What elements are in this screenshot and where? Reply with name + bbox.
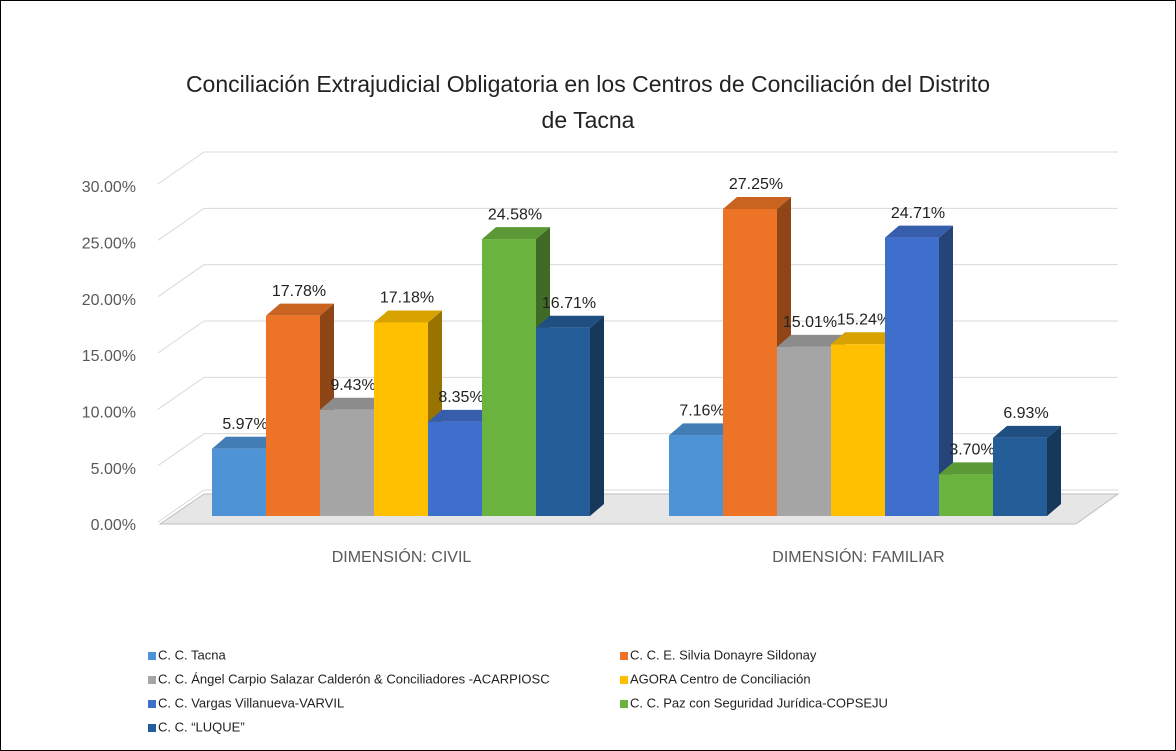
bar-top xyxy=(482,227,550,240)
legend-swatch xyxy=(148,676,156,684)
bar xyxy=(669,435,723,516)
y-tick-label: 5.00% xyxy=(91,461,136,478)
data-label: 3.70% xyxy=(949,442,994,459)
data-label: 17.78% xyxy=(272,283,326,300)
x-tick-label: DIMENSIÓN: FAMILIAR xyxy=(772,547,944,566)
data-label: 24.58% xyxy=(488,206,542,223)
legend-swatch xyxy=(620,700,628,708)
grid-line xyxy=(157,264,1118,298)
bar-side xyxy=(939,225,953,517)
y-tick-label: 15.00% xyxy=(82,348,136,365)
data-label: 7.16% xyxy=(679,403,724,420)
legend-swatch xyxy=(148,652,156,660)
bar xyxy=(536,327,590,516)
bar-top xyxy=(374,310,442,323)
bar xyxy=(266,315,320,516)
bar xyxy=(320,409,374,516)
bar-side xyxy=(590,315,604,516)
data-label: 16.71% xyxy=(542,295,596,312)
grid-line xyxy=(157,320,1118,354)
bar-top xyxy=(777,334,845,347)
bar-top xyxy=(428,409,496,422)
bar-side xyxy=(1047,425,1061,516)
data-label: 17.18% xyxy=(380,290,434,307)
data-label: 6.93% xyxy=(1003,405,1048,422)
legend-label: C. C. Tacna xyxy=(158,647,226,662)
y-tick-label: 20.00% xyxy=(82,292,136,309)
legend-label: C. C. Vargas Villanueva-VARVIL xyxy=(158,695,344,710)
bar xyxy=(831,344,885,516)
bar xyxy=(939,474,993,516)
legend-label: C. C. E. Silvia Donayre Sildonay xyxy=(630,647,817,662)
bar xyxy=(993,437,1047,516)
legend-swatch xyxy=(148,724,156,732)
data-label: 5.97% xyxy=(222,416,267,433)
data-label: 27.25% xyxy=(729,176,783,193)
data-label: 15.24% xyxy=(837,312,891,329)
legend-label: C. C. Paz con Seguridad Jurídica-COPSEJU xyxy=(630,695,888,710)
bar-top xyxy=(266,303,334,316)
bar xyxy=(777,346,831,516)
y-tick-label: 0.00% xyxy=(91,517,136,534)
y-tick-label: 30.00% xyxy=(82,179,136,196)
legend-label: C. C. Ángel Carpio Salazar Calderón & Co… xyxy=(158,671,550,686)
grid-line xyxy=(157,151,1118,185)
bar-top xyxy=(669,423,737,436)
data-label: 24.71% xyxy=(891,205,945,222)
bar xyxy=(723,208,777,516)
bar-top xyxy=(320,397,388,410)
bar-top xyxy=(939,462,1007,475)
bar xyxy=(374,322,428,516)
legend-swatch xyxy=(620,652,628,660)
bar xyxy=(885,237,939,517)
bar xyxy=(212,448,266,516)
legend-swatch xyxy=(620,676,628,684)
x-tick-label: DIMENSIÓN: CIVIL xyxy=(332,547,472,566)
legend-label: AGORA Centro de Conciliación xyxy=(630,671,811,686)
bar-top xyxy=(536,315,604,328)
legend-label: C. C. “LUQUE” xyxy=(158,719,245,734)
data-label: 9.43% xyxy=(330,377,375,394)
bar xyxy=(482,239,536,516)
data-label: 15.01% xyxy=(783,314,837,331)
bar-top xyxy=(212,436,280,449)
chart-title: Conciliación Extrajudicial Obligatoria e… xyxy=(185,71,991,133)
y-tick-label: 10.00% xyxy=(82,405,136,422)
bar-top xyxy=(723,196,791,209)
bar xyxy=(428,421,482,516)
legend-swatch xyxy=(148,700,156,708)
y-tick-label: 25.00% xyxy=(82,236,136,253)
bar-top xyxy=(831,332,899,345)
bar-top xyxy=(993,425,1061,438)
grid-line xyxy=(157,207,1118,241)
data-label: 8.35% xyxy=(438,389,483,406)
bar-top xyxy=(885,225,953,238)
